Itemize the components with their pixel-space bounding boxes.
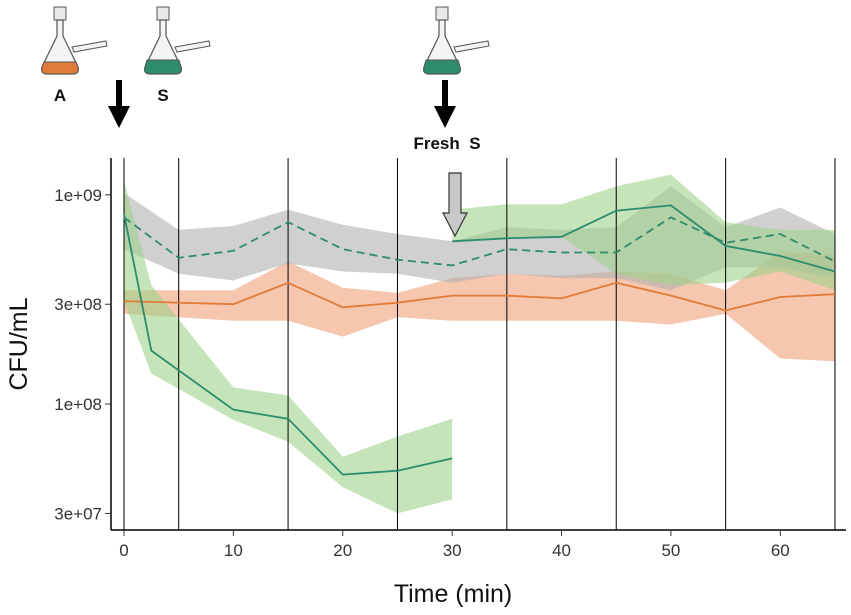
x-axis-title: Time (min) — [394, 580, 513, 608]
flask-s-icon — [144, 6, 211, 75]
y-tick-label: 3e+07 — [54, 504, 102, 523]
fresh-s-label: Fresh S — [413, 134, 480, 153]
arrow-down-icon-a — [108, 80, 130, 128]
x-tick-label: 20 — [333, 541, 352, 560]
x-tick-label: 10 — [224, 541, 243, 560]
series-line-3 — [452, 204, 836, 273]
y-ticks: 3e+07 1e+08 3e+08 1e+09 — [54, 186, 111, 523]
flask-s-label: S — [157, 86, 168, 105]
flask-a-icon — [41, 6, 108, 75]
fresh-s-arrow-icon — [442, 172, 468, 238]
y-tick-label: 1e+08 — [54, 395, 102, 414]
y-tick-label: 3e+08 — [54, 295, 102, 314]
series-band-2 — [124, 180, 453, 514]
x-tick-label: 60 — [771, 541, 790, 560]
series-band-3 — [452, 174, 835, 291]
y-tick-label: 1e+09 — [54, 186, 102, 205]
x-ticks: 0 10 20 30 40 50 60 — [119, 530, 790, 560]
series-line-0 — [123, 281, 836, 312]
x-tick-label: 0 — [119, 541, 128, 560]
flask-a-label: A — [54, 86, 66, 105]
plot-area — [123, 158, 836, 530]
flask-fresh-s-icon — [423, 6, 490, 75]
x-tick-label: 30 — [443, 541, 462, 560]
x-tick-label: 50 — [661, 541, 680, 560]
x-tick-label: 40 — [552, 541, 571, 560]
series-line-2 — [123, 213, 453, 476]
arrow-down-icon-fresh — [434, 80, 456, 128]
y-axis-title: CFU/mL — [5, 297, 33, 390]
